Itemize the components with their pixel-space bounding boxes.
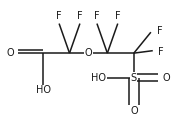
Text: F: F bbox=[94, 11, 100, 21]
Text: F: F bbox=[77, 11, 83, 21]
Text: HO: HO bbox=[36, 85, 50, 95]
Text: HO: HO bbox=[91, 73, 106, 83]
Text: O: O bbox=[6, 48, 14, 58]
Text: O: O bbox=[163, 73, 170, 83]
Text: S: S bbox=[131, 73, 137, 83]
Text: O: O bbox=[130, 106, 138, 116]
Text: F: F bbox=[115, 11, 121, 21]
Text: O: O bbox=[85, 48, 92, 58]
Text: F: F bbox=[158, 47, 164, 57]
Text: F: F bbox=[56, 11, 62, 21]
Text: F: F bbox=[157, 26, 162, 36]
